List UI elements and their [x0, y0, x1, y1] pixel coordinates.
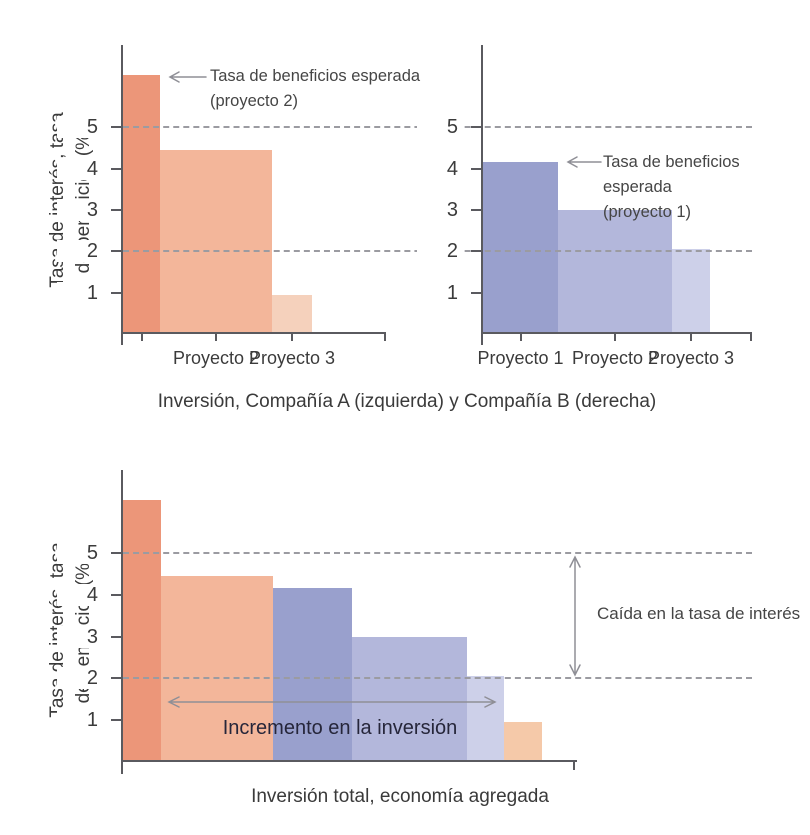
dashed-gridline-bottom-2 — [123, 677, 752, 680]
bar-inversion-total-economia-agregada-2 — [161, 575, 273, 762]
bar-inversion-compania-a-3 — [272, 294, 312, 334]
annotation-expected-return-a: Tasa de beneficios esperada (proyecto 2) — [210, 64, 420, 114]
y-tick-label-inversion-compania-a-4: 4 — [57, 157, 101, 180]
annotation-line1: Tasa de beneficios esperada — [603, 153, 740, 196]
y-axis-inversion-total-economia-agregada — [121, 470, 123, 774]
annotation-expected-return-b: Tasa de beneficios esperada (proyecto 1) — [603, 150, 810, 225]
x-axis-inversion-compania-b — [481, 332, 752, 334]
investment-increase-arrow — [167, 696, 497, 708]
x-tick-inversion-compania-a-2 — [215, 334, 217, 341]
y-tick-label-inversion-compania-b-2: 2 — [417, 240, 461, 263]
x-axis-title-bottom: Inversión total, economía agregada — [251, 786, 549, 807]
y-tick-label-inversion-total-economia-agregada-5: 5 — [57, 542, 101, 564]
expected-return-arrow-a — [168, 71, 207, 83]
bar-inversion-total-economia-agregada-3 — [273, 587, 352, 762]
y-tick-inversion-compania-b-1 — [471, 291, 481, 294]
annotation-line1: Tasa de beneficios esperada — [210, 67, 421, 85]
x-tick-inversion-compania-b-1 — [519, 334, 522, 341]
bar-inversion-total-economia-agregada-4 — [352, 636, 467, 762]
y-tick-inversion-total-economia-agregada-1 — [111, 719, 121, 722]
bar-inversion-total-economia-agregada-6 — [504, 722, 542, 762]
investment-increase-label: Incremento en la inversión — [222, 717, 458, 739]
y-tick-label-inversion-total-economia-agregada-2: 2 — [57, 667, 101, 690]
bar-inversion-total-economia-agregada-5 — [467, 676, 504, 762]
y-tick-inversion-compania-a-5 — [111, 126, 121, 129]
x-axis-inversion-total-economia-agregada — [121, 760, 577, 762]
y-tick-inversion-compania-b-4 — [471, 167, 481, 170]
x-tick-label-inversion-compania-b-1: Proyecto 1 — [477, 348, 564, 368]
y-tick-inversion-total-economia-agregada-5 — [111, 552, 121, 554]
x-tick-inversion-compania-b-3 — [690, 334, 692, 341]
expected-return-arrow-b — [566, 156, 602, 168]
x-tick-label-inversion-compania-a-2: Proyecto 2 — [172, 348, 260, 368]
y-tick-inversion-total-economia-agregada-4 — [111, 593, 121, 596]
y-tick-inversion-compania-b-3 — [471, 208, 481, 211]
y-tick-inversion-total-economia-agregada-3 — [111, 635, 121, 638]
y-tick-inversion-compania-b-5 — [471, 126, 481, 129]
bar-inversion-compania-a-2 — [160, 149, 272, 334]
y-tick-label-inversion-compania-b-4: 4 — [417, 157, 461, 180]
bar-inversion-compania-b-1 — [483, 161, 558, 334]
y-tick-label-inversion-compania-a-1: 1 — [57, 281, 101, 304]
x-axis-title-top: Inversión, Compañía A (izquierda) y Comp… — [157, 391, 657, 412]
y-tick-inversion-compania-b-2 — [471, 250, 481, 253]
dashed-gridline-bottom-5 — [123, 552, 752, 554]
x-axis-end-tick-inversion-total-economia-agregada — [573, 762, 575, 770]
bar-inversion-compania-a-1 — [123, 74, 160, 334]
x-tick-label-inversion-compania-b-3: Proyecto 3 — [647, 348, 735, 368]
annotation-line2: (proyecto 1) — [603, 203, 692, 221]
bar-inversion-total-economia-agregada-1 — [123, 499, 161, 762]
y-tick-inversion-compania-a-3 — [111, 208, 121, 211]
x-tick-label-inversion-compania-a-3: Proyecto 3 — [248, 348, 336, 368]
y-tick-inversion-compania-a-1 — [111, 291, 121, 294]
annotation-line2: (proyecto 2) — [210, 92, 299, 110]
y-tick-label-inversion-compania-b-3: 3 — [417, 198, 461, 221]
y-axis-inversion-compania-b — [481, 45, 483, 345]
bar-inversion-compania-b-3 — [672, 249, 710, 334]
x-tick-inversion-compania-b-2 — [614, 334, 616, 341]
y-tick-label-inversion-compania-a-3: 3 — [57, 198, 101, 221]
y-axis-inversion-compania-a — [121, 45, 123, 345]
y-tick-label-inversion-compania-b-5: 5 — [417, 116, 461, 139]
y-tick-label-inversion-compania-a-5: 5 — [57, 116, 101, 139]
x-tick-label-inversion-compania-b-2: Proyecto 2 — [571, 348, 659, 368]
x-axis-end-tick-inversion-compania-a — [384, 334, 386, 341]
y-tick-label-inversion-compania-a-2: 2 — [57, 240, 101, 263]
x-tick-inversion-compania-a-3 — [291, 334, 293, 341]
x-axis-inversion-compania-a — [121, 332, 386, 334]
interest-fall-arrow — [569, 555, 581, 677]
y-tick-inversion-total-economia-agregada-2 — [111, 677, 121, 680]
interest-fall-label: Caída en la tasa de interés — [597, 604, 801, 623]
y-tick-label-inversion-total-economia-agregada-1: 1 — [57, 709, 101, 732]
y-tick-label-inversion-total-economia-agregada-4: 4 — [57, 583, 101, 606]
y-tick-inversion-compania-a-4 — [111, 167, 121, 170]
x-axis-end-tick-inversion-compania-b — [750, 334, 752, 341]
y-tick-inversion-compania-a-2 — [111, 250, 121, 253]
bar-inversion-compania-b-2 — [558, 209, 672, 334]
x-tick-inversion-compania-a-1 — [140, 334, 143, 341]
y-tick-label-inversion-total-economia-agregada-3: 3 — [57, 625, 101, 648]
y-tick-label-inversion-compania-b-1: 1 — [417, 281, 461, 304]
